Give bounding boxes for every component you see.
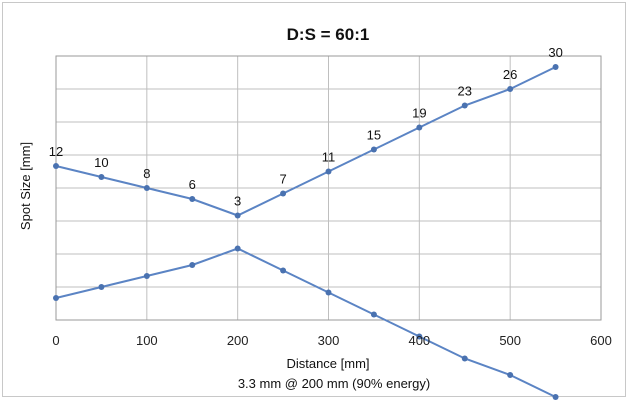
data-point	[416, 333, 423, 340]
data-point	[280, 267, 287, 274]
chart-frame	[2, 2, 626, 397]
data-point	[507, 86, 514, 92]
data-point	[552, 64, 559, 70]
plot-area-border	[55, 55, 602, 321]
data-label: 26	[503, 67, 517, 82]
data-point	[280, 190, 287, 197]
data-point	[53, 163, 59, 169]
data-point	[143, 273, 150, 279]
data-label: 19	[412, 106, 426, 121]
data-label: 11	[322, 150, 336, 165]
data-label: 7	[279, 172, 286, 187]
data-point	[370, 146, 377, 153]
x-tick-labels: 0 100 200 300 400 500 600	[52, 333, 611, 348]
series-line-1	[55, 66, 557, 217]
data-point	[53, 295, 59, 301]
x-tick-label: 600	[590, 333, 612, 348]
data-point	[461, 355, 468, 362]
x-tick-label: 100	[136, 333, 158, 348]
series-lines	[55, 66, 557, 398]
data-point	[416, 124, 423, 131]
data-point	[189, 262, 196, 268]
data-label: 10	[94, 155, 108, 170]
x-tick-label: 0	[52, 333, 59, 348]
data-point	[370, 311, 377, 318]
data-point	[98, 284, 105, 290]
data-label: 30	[548, 45, 562, 60]
data-point	[98, 174, 105, 180]
data-point	[325, 168, 332, 175]
data-label: 12	[49, 144, 63, 159]
chart-title: D:S = 60:1	[287, 25, 370, 44]
plot-grid	[55, 55, 602, 321]
chart-subtitle: 3.3 mm @ 200 mm (90% energy)	[238, 376, 430, 391]
y-axis-title: Spot Size [mm]	[18, 142, 33, 230]
x-tick-label: 300	[318, 333, 340, 348]
series-points	[53, 64, 559, 400]
series-line-2	[55, 247, 557, 398]
data-point	[461, 102, 468, 109]
data-label: 3	[234, 194, 241, 209]
data-label: 15	[367, 128, 381, 143]
x-tick-label: 200	[227, 333, 249, 348]
data-label: 23	[458, 84, 472, 99]
data-label: 8	[143, 166, 150, 181]
data-point	[234, 245, 241, 252]
x-tick-label: 500	[499, 333, 521, 348]
x-axis-title: Distance [mm]	[286, 356, 369, 371]
data-point	[507, 372, 514, 378]
data-label: 6	[189, 177, 196, 192]
data-point	[234, 212, 241, 219]
data-labels: 12 10 8 6 3 7 11 15 19 23 26 30	[49, 45, 563, 209]
data-point	[552, 394, 559, 400]
data-point	[143, 185, 150, 191]
data-point	[325, 289, 332, 296]
x-tick-label: 400	[408, 333, 430, 348]
data-point	[189, 196, 196, 202]
